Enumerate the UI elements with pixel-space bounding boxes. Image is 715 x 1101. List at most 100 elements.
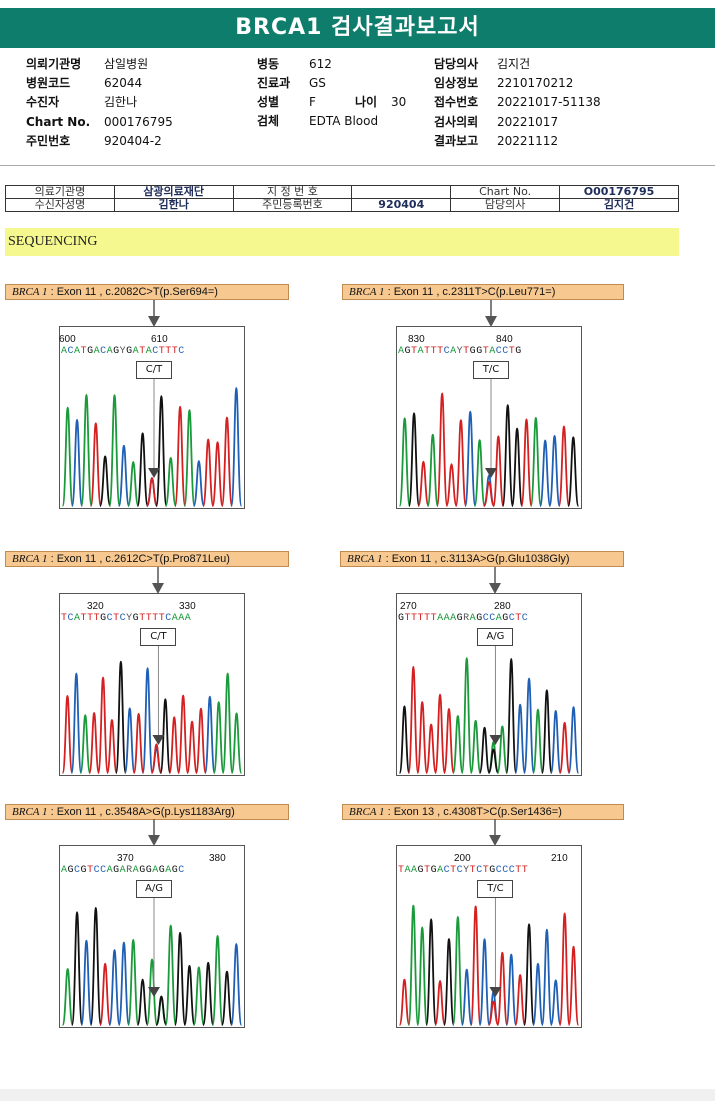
base-letter: A bbox=[132, 346, 140, 357]
trace-peak bbox=[539, 439, 552, 507]
trace-peak bbox=[487, 748, 500, 774]
base-letter: A bbox=[171, 613, 179, 624]
trace-peak bbox=[557, 425, 570, 507]
base-letter: T bbox=[469, 865, 477, 876]
variant-description: : Exon 11 , c.3548A>G(p.Lys1183Arg) bbox=[47, 806, 235, 818]
base-letter: A bbox=[404, 865, 412, 876]
trace-peak bbox=[492, 435, 505, 507]
variant-label: BRCA 1 : Exon 11 , c.3548A>G(p.Lys1183Ar… bbox=[5, 804, 289, 820]
trace-peak bbox=[425, 723, 437, 774]
trace-peak bbox=[164, 457, 177, 507]
base-letter: A bbox=[74, 613, 81, 624]
base-sequence: TAAGTGACTCYTCTGCCCTT bbox=[398, 865, 528, 876]
trace-peak bbox=[514, 703, 526, 774]
chromatogram: 200 210 TAAGTGACTCYTCTGCCCTT T/C bbox=[396, 819, 582, 1037]
trace-peak bbox=[496, 951, 509, 1026]
trace-peak bbox=[61, 694, 74, 774]
chart-frame bbox=[59, 326, 245, 509]
trace-peak bbox=[106, 719, 118, 774]
info-label: 검사의뢰 bbox=[434, 115, 479, 129]
position-label: 270 bbox=[400, 601, 417, 612]
recipient-name-value: 김한나 bbox=[113, 198, 234, 212]
trace-peak bbox=[417, 460, 430, 507]
trace-peak bbox=[115, 660, 127, 774]
trace-peak bbox=[478, 938, 491, 1026]
trace-peak bbox=[567, 945, 580, 1026]
base-letter: T bbox=[482, 346, 490, 357]
base-letter: T bbox=[411, 613, 418, 624]
trace-peak bbox=[220, 970, 233, 1026]
trace-peak bbox=[211, 935, 224, 1026]
genotype-box: C/T bbox=[136, 361, 172, 379]
base-letter: C bbox=[495, 865, 503, 876]
gene-name: BRCA 1 bbox=[347, 553, 383, 565]
designated-value bbox=[351, 185, 452, 199]
chromatogram-trace bbox=[59, 845, 245, 1028]
trace-peak bbox=[202, 961, 215, 1026]
base-letter: G bbox=[113, 346, 120, 357]
base-letter: T bbox=[398, 865, 405, 876]
base-letter: A bbox=[437, 865, 444, 876]
base-letter: A bbox=[132, 865, 140, 876]
base-letter: T bbox=[93, 613, 101, 624]
info-value: 000176795 bbox=[104, 115, 173, 129]
age-value: 30 bbox=[391, 95, 407, 109]
info-label: 진료과 bbox=[257, 76, 291, 90]
base-letter: T bbox=[411, 346, 418, 357]
variant-description: : Exon 13 , c.4308T>C(p.Ser1436=) bbox=[384, 806, 562, 818]
base-letter: C bbox=[508, 865, 516, 876]
genotype-box: T/C bbox=[473, 361, 509, 379]
base-letter: T bbox=[87, 865, 94, 876]
trace-peak bbox=[452, 916, 464, 1026]
base-letter: T bbox=[158, 346, 166, 357]
trace-peak bbox=[443, 708, 455, 774]
trace-peak bbox=[79, 714, 92, 774]
trace-peak bbox=[567, 436, 580, 507]
trace-peak bbox=[174, 931, 187, 1026]
base-letter: T bbox=[165, 346, 172, 357]
chromatogram-trace bbox=[396, 845, 582, 1028]
trace-peak bbox=[460, 657, 473, 774]
institution-value: 삼광의료재단 bbox=[113, 185, 234, 199]
trace-peak bbox=[398, 705, 411, 774]
base-letter: A bbox=[489, 346, 496, 357]
trace-peak bbox=[164, 924, 177, 1026]
variant-arrow bbox=[148, 468, 160, 478]
base-sequence: AGTATTTCAYTGGTACCTG bbox=[398, 346, 522, 357]
top-arrow-icon bbox=[148, 300, 160, 327]
gene-name: BRCA 1 bbox=[12, 553, 48, 565]
base-letter: G bbox=[87, 346, 94, 357]
base-letter: T bbox=[87, 613, 94, 624]
base-letter: T bbox=[139, 613, 146, 624]
genotype-box: C/T bbox=[140, 628, 177, 646]
trace-peak bbox=[407, 904, 420, 1026]
base-letter: Y bbox=[119, 346, 127, 357]
base-letter: A bbox=[106, 346, 114, 357]
trace-peak bbox=[541, 689, 553, 774]
base-letter: C bbox=[106, 613, 114, 624]
trace-peak bbox=[443, 938, 455, 1026]
base-letter: C bbox=[100, 346, 107, 357]
base-letter: T bbox=[417, 613, 425, 624]
trace-peak bbox=[89, 906, 102, 1026]
rrn-value: 920404 bbox=[351, 198, 452, 212]
base-letter: G bbox=[139, 865, 146, 876]
base-letter: A bbox=[145, 346, 153, 357]
designated-label: 지 정 번 호 bbox=[232, 185, 353, 199]
base-letter: G bbox=[145, 865, 153, 876]
trace-peak bbox=[145, 958, 159, 1026]
trace-peak bbox=[558, 721, 571, 774]
trace-peak bbox=[398, 978, 411, 1026]
base-letter: G bbox=[67, 865, 75, 876]
trace-peak bbox=[548, 435, 561, 507]
base-letter: C bbox=[502, 346, 509, 357]
base-letter: T bbox=[152, 613, 159, 624]
top-arrow-icon bbox=[152, 567, 165, 594]
genotype-box: T/C bbox=[477, 880, 514, 898]
report-header-bar bbox=[0, 8, 715, 48]
base-letter: A bbox=[119, 865, 127, 876]
trace-peak bbox=[127, 460, 140, 507]
info-label: 주민번호 bbox=[26, 134, 71, 148]
chromatogram-trace bbox=[59, 593, 245, 776]
chart-frame bbox=[396, 845, 582, 1028]
